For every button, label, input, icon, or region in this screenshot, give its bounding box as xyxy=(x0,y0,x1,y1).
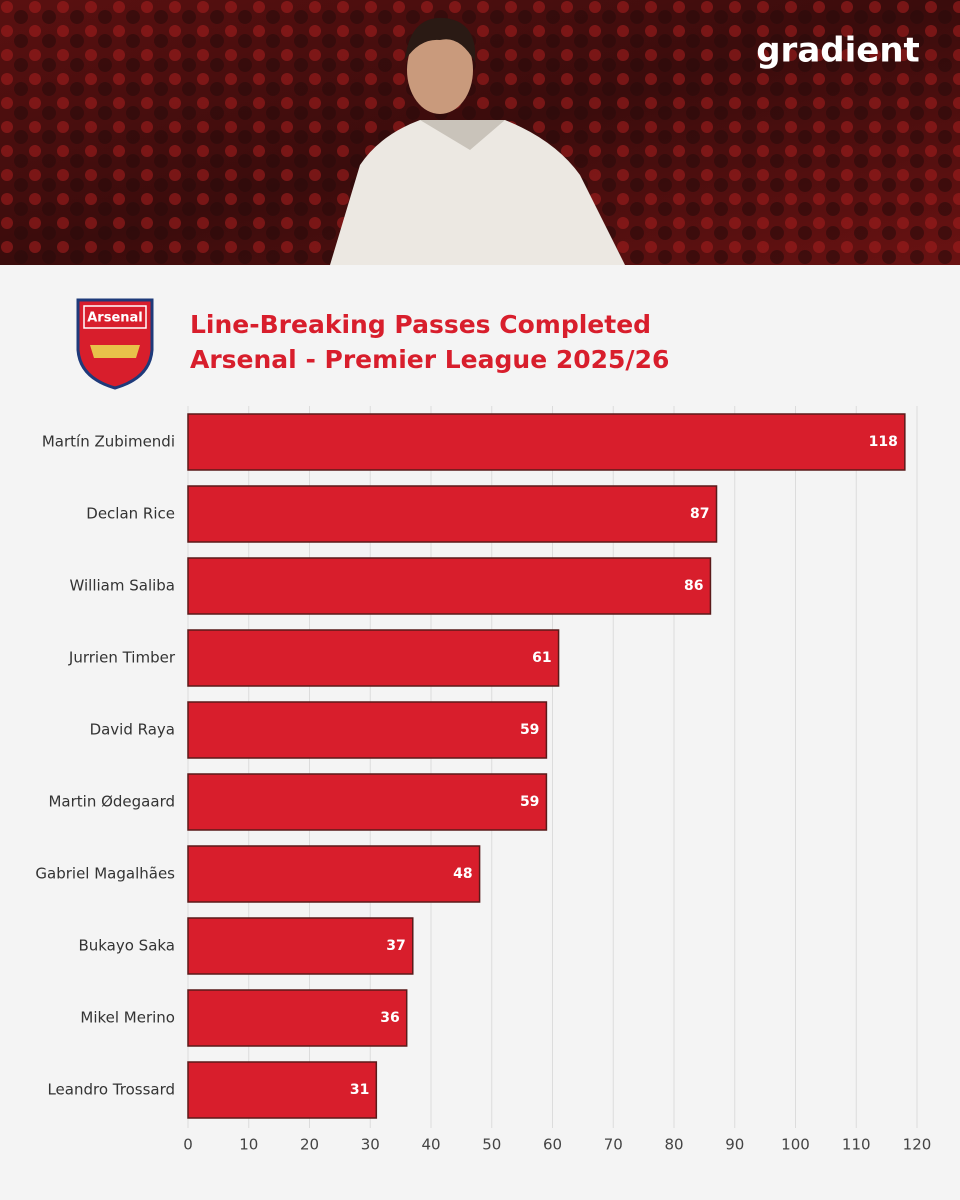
bar xyxy=(187,701,548,759)
y-tick-label: Declan Rice xyxy=(86,505,175,523)
y-tick-label: Bukayo Saka xyxy=(78,937,175,955)
x-tick-label: 120 xyxy=(903,1136,932,1154)
x-tick-label: 30 xyxy=(361,1136,380,1154)
y-tick-label: David Raya xyxy=(90,721,175,739)
bar xyxy=(187,1061,378,1119)
x-tick-label: 0 xyxy=(183,1136,193,1154)
x-tick-label: 40 xyxy=(421,1136,440,1154)
value-label: 36 xyxy=(380,1010,399,1026)
x-tick-label: 10 xyxy=(239,1136,258,1154)
bar xyxy=(187,485,718,543)
header-photo xyxy=(0,0,960,265)
value-label: 86 xyxy=(684,578,703,594)
x-tick-label: 100 xyxy=(781,1136,810,1154)
x-tick-label: 80 xyxy=(664,1136,683,1154)
bar xyxy=(187,629,560,687)
chart-subtitle: Arsenal - Premier League 2025/26 xyxy=(190,345,669,374)
x-tick-label: 60 xyxy=(543,1136,562,1154)
value-label: 37 xyxy=(386,938,405,954)
value-label: 87 xyxy=(690,506,709,522)
y-tick-label: William Saliba xyxy=(69,577,175,595)
y-tick-label: Martín Zubimendi xyxy=(42,433,175,451)
y-tick-label: Gabriel Magalhães xyxy=(35,865,175,883)
club-badge xyxy=(76,298,154,390)
value-label: 118 xyxy=(869,434,898,450)
badge-text: Arsenal xyxy=(87,311,143,326)
bar xyxy=(187,917,414,975)
bar xyxy=(187,557,712,615)
x-tick-label: 50 xyxy=(482,1136,501,1154)
bar xyxy=(187,845,481,903)
value-label: 61 xyxy=(532,650,551,666)
x-tick-label: 70 xyxy=(604,1136,623,1154)
value-label: 59 xyxy=(520,794,539,810)
brand-logo: gradient xyxy=(756,31,920,71)
bar xyxy=(187,413,906,471)
bar xyxy=(187,773,548,831)
x-tick-label: 20 xyxy=(300,1136,319,1154)
bar xyxy=(187,989,408,1047)
y-tick-label: Jurrien Timber xyxy=(68,649,176,667)
value-label: 31 xyxy=(350,1082,369,1098)
y-tick-label: Mikel Merino xyxy=(80,1009,175,1027)
y-tick-label: Leandro Trossard xyxy=(47,1081,175,1099)
chart-title: Line-Breaking Passes Completed xyxy=(190,310,651,339)
value-label: 59 xyxy=(520,722,539,738)
x-tick-label: 90 xyxy=(725,1136,744,1154)
x-tick-label: 110 xyxy=(842,1136,871,1154)
y-tick-label: Martin Ødegaard xyxy=(48,793,175,811)
value-label: 48 xyxy=(453,866,472,882)
